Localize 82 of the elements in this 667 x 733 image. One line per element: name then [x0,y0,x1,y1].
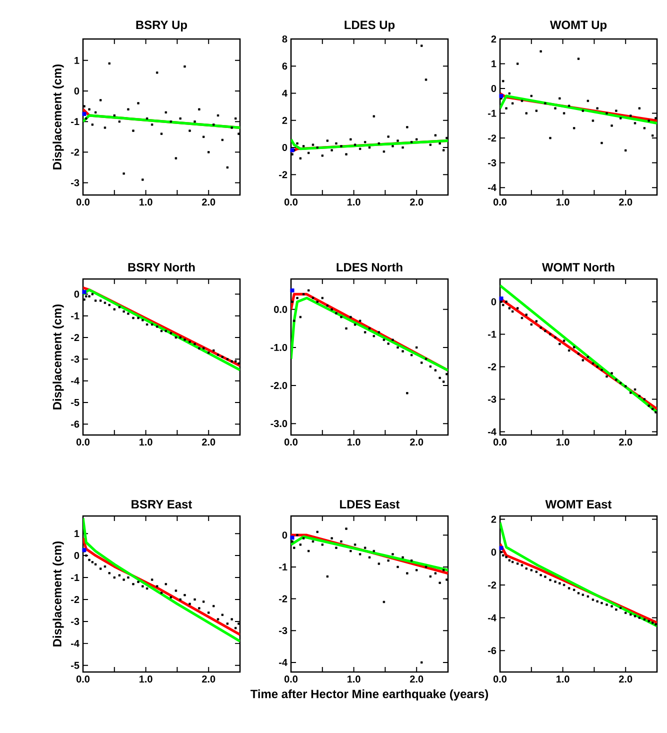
chart-title: BSRY Up [136,20,188,32]
y-tick-label: 0 [491,84,496,92]
y-tick-label: -1 [71,118,80,126]
y-tick-label: -1 [71,312,80,320]
x-tick-label: 1.0 [556,198,570,206]
y-tick-label: -3.0 [270,420,288,428]
chart-title: LDES North [336,262,402,272]
y-tick-label: -3 [488,159,496,166]
y-tick-label: 0 [74,552,80,560]
y-tick-label: -4 [71,640,80,647]
y-tick-label: -2 [71,596,80,603]
y-tick-label: 1 [74,530,80,538]
y-tick-label: 0.0 [274,306,288,313]
x-tick-label: 2.0 [202,198,216,206]
y-tick-label: -3 [71,618,80,625]
chart-title: WOMT North [542,262,614,272]
y-tick-label: 2 [491,36,496,42]
x-tick-label: 2.0 [619,198,632,206]
y-tick-label: -4 [488,428,496,436]
chart-title: WOMT Up [550,20,607,32]
y-tick-label: -4 [488,184,496,191]
y-tick-label: -3 [71,179,80,186]
y-tick-label: -3 [71,356,80,363]
x-axis-title: Time after Hector Mine earthquake (years) [250,689,488,701]
chart-title: LDES East [340,500,400,508]
y-tick-label: -1 [488,330,496,338]
y-tick-label: 4 [282,90,288,97]
y-tick-label: -3 [488,396,496,403]
y-tick-label: 1 [492,60,496,68]
y-tick-label: 2 [491,516,496,523]
y-axis-title: Displacement (cm) [52,541,64,646]
y-tick-label: -1 [71,574,80,581]
y-tick-label: -1 [279,564,288,570]
y-tick-label: -6 [488,647,496,654]
x-tick-label: 1.0 [556,676,570,683]
chart-title: BSRY East [132,500,192,508]
x-tick-label: 1.0 [140,438,152,446]
chart-title: LDES Up [344,20,395,32]
x-tick-label: 1.0 [348,676,360,683]
y-tick-label: 0 [74,290,80,298]
y-tick-label: -2 [488,363,496,370]
x-tick-label: 2.0 [202,438,216,446]
x-tick-label: 2.0 [619,676,632,683]
y-tick-label: -2 [71,148,80,156]
y-tick-label: -2 [488,581,496,588]
x-tick-label: 1.0 [140,676,152,683]
x-tick-label: 1.0 [348,198,360,206]
x-tick-label: 2.0 [619,438,632,446]
y-tick-label: -2 [279,171,288,178]
x-tick-label: 1.0 [348,438,360,446]
x-tick-label: 1.0 [140,198,152,206]
y-tick-label: -4 [71,377,80,384]
x-tick-label: 2.0 [202,676,216,683]
y-tick-label: 0 [282,532,288,539]
y-tick-label: 6 [282,62,288,70]
y-tick-label: -5 [71,662,80,669]
chart-title: WOMT East [545,500,612,508]
x-tick-label: 2.0 [410,676,424,683]
y-tick-label: 2 [282,116,288,124]
y-tick-label: -1 [488,110,496,117]
y-tick-label: -2.0 [270,382,288,390]
y-tick-label: -4 [488,614,496,622]
y-tick-label: 0 [282,144,288,152]
y-tick-label: -1.0 [270,344,288,352]
y-axis-title: Displacement (cm) [52,64,64,170]
y-tick-label: 1 [74,56,80,64]
y-tick-label: -2 [488,134,496,142]
y-tick-label: 0 [74,87,80,95]
y-tick-label: 8 [282,35,288,43]
y-axis-title: Displacement (cm) [52,304,64,410]
x-tick-label: 1.0 [556,438,570,446]
y-tick-label: 0 [491,298,496,306]
y-tick-label: -3 [279,627,288,634]
x-tick-label: 2.0 [410,438,424,446]
y-tick-label: -2 [71,334,80,341]
y-tick-label: -2 [279,595,288,602]
y-tick-label: -4 [279,659,288,666]
y-tick-label: 0 [491,548,496,556]
chart-title: BSRY North [128,262,195,272]
y-tick-label: -5 [71,399,80,406]
y-tick-label: -6 [71,420,80,428]
x-tick-label: 2.0 [410,198,424,206]
